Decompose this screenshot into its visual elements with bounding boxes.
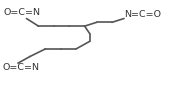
- Text: O=C=N: O=C=N: [3, 8, 40, 17]
- Text: O=C=N: O=C=N: [3, 63, 40, 72]
- Text: N=C=O: N=C=O: [124, 10, 161, 19]
